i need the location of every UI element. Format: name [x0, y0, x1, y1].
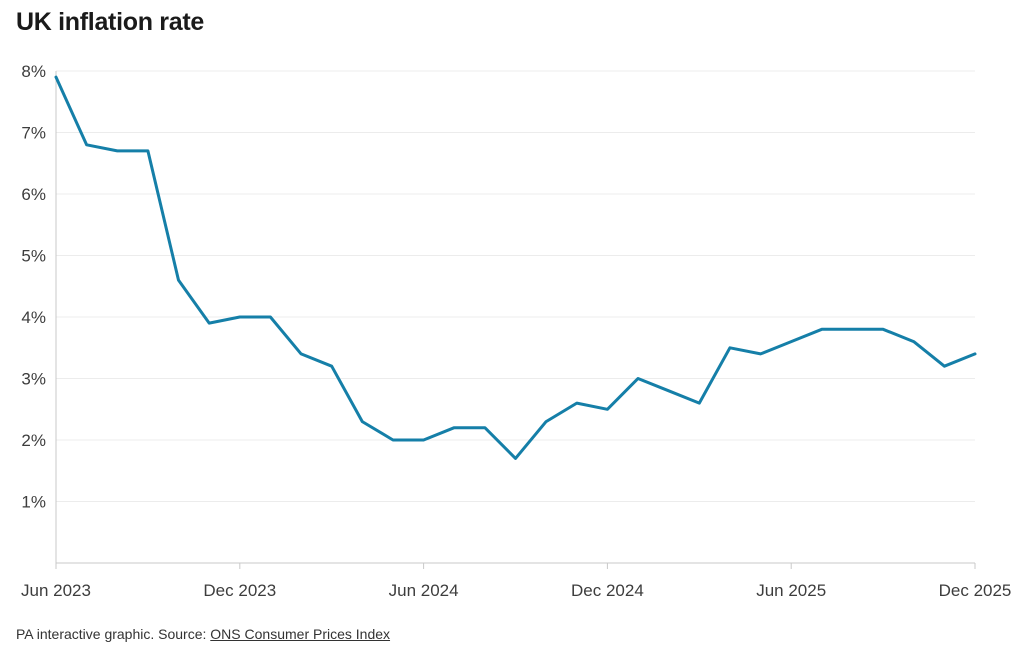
- x-tick-label: Jun 2023: [21, 581, 91, 600]
- y-tick-label: 5%: [21, 247, 46, 266]
- x-tick-label: Jun 2025: [756, 581, 826, 600]
- y-tick-label: 7%: [21, 124, 46, 143]
- x-tick-label: Dec 2024: [571, 581, 644, 600]
- chart-title: UK inflation rate: [16, 8, 204, 36]
- x-tick-label: Dec 2025: [939, 581, 1012, 600]
- y-tick-label: 1%: [21, 493, 46, 512]
- inflation-line-chart: 1% 2% 3% 4% 5% 6% 7% 8% Jun 2023 Dec 2023 Jun 2024…: [21, 62, 1012, 600]
- x-tick-label: Jun 2024: [389, 581, 459, 600]
- y-tick-label: 6%: [21, 185, 46, 204]
- inflation-series-line: [54, 75, 977, 460]
- y-tick-label: 4%: [21, 308, 46, 327]
- source-link[interactable]: ONS Consumer Prices Index: [210, 626, 391, 642]
- y-tick-label: 3%: [21, 370, 46, 389]
- y-tick-label: 8%: [21, 62, 46, 81]
- x-tick-label: Dec 2023: [203, 581, 276, 600]
- source-prefix: PA interactive graphic. Source:: [16, 626, 211, 642]
- source-note: PA interactive graphic. Source: ONS Cons…: [16, 626, 390, 642]
- y-tick-label: 2%: [21, 431, 46, 450]
